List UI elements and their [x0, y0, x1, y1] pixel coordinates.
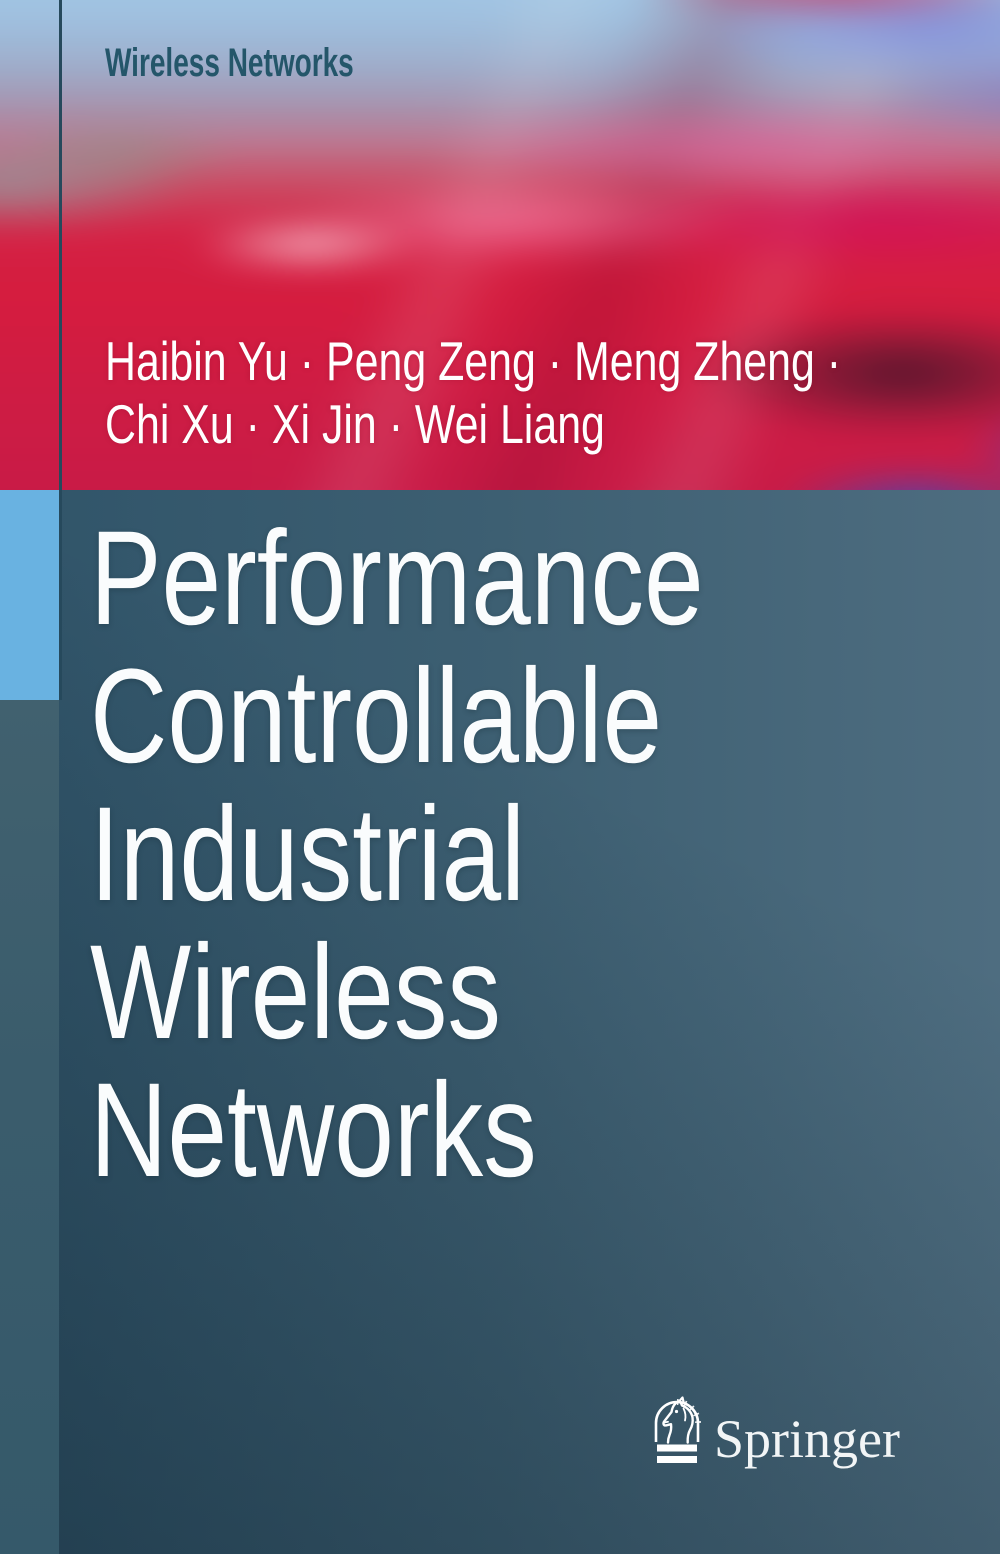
authors-line-1: Haibin Yu · Peng Zeng · Meng Zheng ·: [105, 330, 842, 392]
title-line: Industrial: [90, 780, 525, 929]
book-title: Performance Controllable Industrial Wire…: [90, 510, 704, 1200]
title-line: Networks: [90, 1056, 537, 1205]
left-margin-strip: [0, 700, 59, 1554]
springer-horse-icon: [654, 1396, 701, 1463]
series-title: Wireless Networks: [105, 41, 354, 85]
accent-blue-square: [0, 490, 59, 700]
title-line: Wireless: [90, 918, 501, 1067]
publisher-name: Springer: [714, 1409, 900, 1469]
authors-block: Haibin Yu · Peng Zeng · Meng Zheng · Chi…: [105, 330, 841, 456]
cover-hero-image: [0, 0, 1000, 490]
vertical-divider-line: [59, 0, 62, 700]
title-line: Controllable: [90, 642, 663, 791]
hero-blur-paint: [0, 0, 1000, 490]
authors-line-2: Chi Xu · Xi Jin · Wei Liang: [105, 393, 605, 455]
title-line: Performance: [90, 504, 704, 653]
